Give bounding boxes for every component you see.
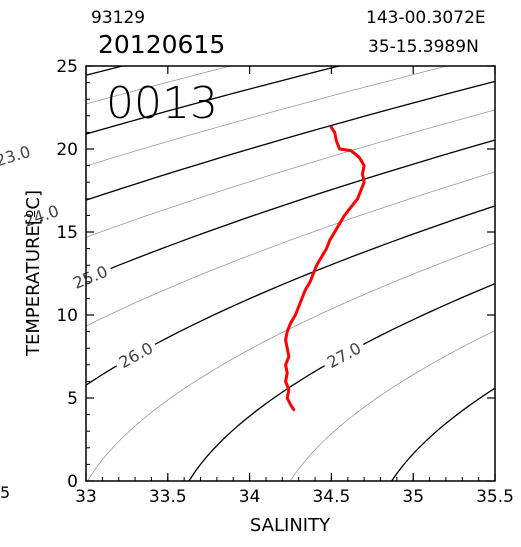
cast-date: 20120615 [98, 30, 226, 59]
longitude-label: 143-00.3072E [366, 8, 486, 28]
profile-layer [284, 125, 366, 412]
station-id: 93129 [91, 8, 146, 28]
isopycnal-line [86, 80, 495, 201]
x-tick-label: 34 [239, 487, 261, 507]
y-tick-label: 15 [56, 223, 78, 243]
isopycnal-line [86, 66, 342, 135]
stray-axis-label: 5 [0, 483, 10, 502]
isopycnal-minor-line [86, 109, 495, 238]
x-tick-label: 33 [75, 487, 97, 507]
isopycnal-line [188, 282, 495, 481]
isopycnal-line [390, 387, 495, 481]
y-tick-label: 0 [67, 472, 78, 492]
x-tick-label: 33.5 [149, 487, 187, 507]
plot-frame [85, 65, 496, 482]
y-tick-label: 20 [56, 140, 78, 160]
contour-label-backdrop [66, 259, 115, 295]
x-tick-label: 35.5 [476, 487, 514, 507]
isopycnal-minor-line [86, 171, 495, 327]
contour-label-backdrop [0, 139, 37, 172]
plot-title: 0013 [106, 78, 218, 129]
isopycnal-minor-line [87, 242, 495, 481]
contour-label: 23.0 [0, 142, 33, 170]
isopycnal-minor-line [86, 66, 449, 167]
y-tick-label: 5 [67, 389, 78, 409]
y-tick-label: 10 [56, 306, 78, 326]
isopycnal-minor-line [289, 330, 495, 481]
contour-label: 25.0 [70, 262, 110, 293]
y-axis: 0 5 10 15 20 25 [56, 57, 495, 492]
contour-label-backdrop [319, 335, 368, 375]
x-tick-label: 35 [402, 487, 424, 507]
latitude-label: 35-15.3989N [368, 37, 479, 57]
contour-label-backdrop [17, 198, 66, 232]
y-tick-label: 25 [56, 57, 78, 77]
isopycnal-line [86, 205, 495, 386]
y-axis-title: TEMPERATURE[ºC] [23, 190, 44, 357]
ts-profile-line [284, 125, 366, 412]
x-tick-label: 34.5 [312, 487, 350, 507]
x-axis-title: SALINITY [250, 515, 331, 536]
contour-label-backdrop [111, 335, 160, 375]
x-axis: 33 33.5 34 34.5 35 35.5 [75, 66, 514, 507]
